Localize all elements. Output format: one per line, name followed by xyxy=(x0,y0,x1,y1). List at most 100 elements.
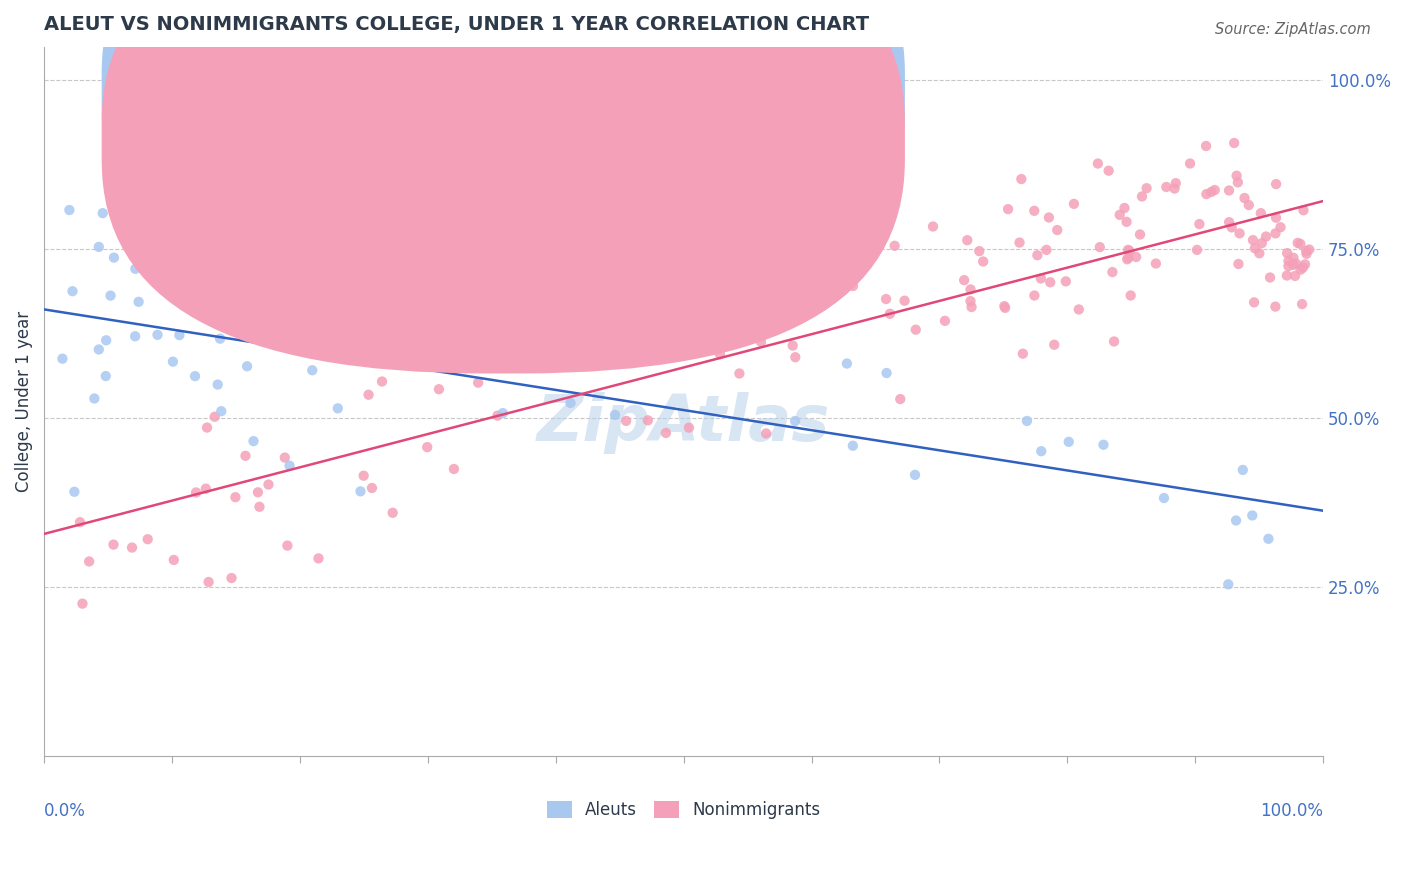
Point xyxy=(1204,183,1226,197)
Legend: Aleuts, Nonimmigrants: Aleuts, Nonimmigrants xyxy=(540,795,827,826)
Text: N =  58: N = 58 xyxy=(709,83,776,101)
Point xyxy=(1284,268,1306,283)
Point xyxy=(893,293,915,308)
Point xyxy=(381,506,404,520)
Point xyxy=(1144,256,1167,270)
Point xyxy=(502,332,524,346)
Point xyxy=(87,343,110,357)
Point xyxy=(1195,139,1218,153)
Point xyxy=(121,541,143,555)
Point xyxy=(207,307,229,321)
Point xyxy=(1218,577,1240,591)
Point xyxy=(664,348,686,362)
Point xyxy=(1249,246,1271,260)
Point xyxy=(1295,247,1317,261)
Point xyxy=(87,240,110,254)
Point xyxy=(560,396,582,410)
Point xyxy=(883,239,905,253)
Point xyxy=(276,539,298,553)
Point xyxy=(1218,215,1240,229)
Point xyxy=(1265,177,1288,191)
Point xyxy=(1101,265,1123,279)
Point xyxy=(1289,262,1312,277)
Point xyxy=(224,490,246,504)
Point xyxy=(1229,227,1251,241)
Point xyxy=(274,450,297,465)
Point xyxy=(1218,184,1240,198)
Point xyxy=(423,355,446,369)
Point xyxy=(1241,233,1264,247)
Point xyxy=(1136,181,1159,195)
Point xyxy=(492,406,515,420)
Point xyxy=(96,334,118,348)
Point xyxy=(1116,243,1139,257)
Point xyxy=(103,251,125,265)
Point xyxy=(1277,259,1299,273)
Point xyxy=(1129,227,1152,242)
Point xyxy=(1178,156,1201,170)
Point xyxy=(103,538,125,552)
Point xyxy=(246,485,269,500)
Point xyxy=(875,292,897,306)
Point xyxy=(702,331,724,345)
Point xyxy=(934,314,956,328)
Point xyxy=(904,323,927,337)
Point xyxy=(305,337,328,351)
FancyBboxPatch shape xyxy=(467,57,837,168)
Point xyxy=(997,202,1019,216)
Point xyxy=(427,382,450,396)
Point xyxy=(1043,337,1066,351)
Point xyxy=(1163,181,1185,195)
Point xyxy=(278,458,301,473)
Point xyxy=(353,468,375,483)
Point xyxy=(1225,513,1247,527)
FancyBboxPatch shape xyxy=(101,0,905,324)
Point xyxy=(1275,268,1298,283)
Point xyxy=(361,481,384,495)
Point xyxy=(876,366,898,380)
Point xyxy=(472,344,495,359)
Point xyxy=(1008,235,1031,250)
Point xyxy=(959,294,981,309)
Point xyxy=(709,347,731,361)
Point xyxy=(269,268,291,283)
Point xyxy=(441,340,464,354)
Point xyxy=(1024,288,1046,302)
Point xyxy=(1046,223,1069,237)
Point xyxy=(221,571,243,585)
Point xyxy=(1294,257,1316,271)
Point xyxy=(1227,257,1250,271)
Point xyxy=(1244,241,1267,255)
Point xyxy=(1185,243,1208,257)
Point xyxy=(969,244,991,259)
Point xyxy=(1188,217,1211,231)
Point xyxy=(1257,532,1279,546)
Point xyxy=(1164,176,1187,190)
Point xyxy=(960,300,983,314)
Text: ALEUT VS NONIMMIGRANTS COLLEGE, UNDER 1 YEAR CORRELATION CHART: ALEUT VS NONIMMIGRANTS COLLEGE, UNDER 1 … xyxy=(44,15,869,34)
Point xyxy=(1195,187,1218,202)
Point xyxy=(326,401,349,416)
Point xyxy=(301,287,323,301)
Point xyxy=(1098,163,1121,178)
Point xyxy=(1241,508,1264,523)
Point xyxy=(904,467,927,482)
Text: R = -0.543: R = -0.543 xyxy=(534,83,627,101)
Point xyxy=(1035,243,1057,257)
Point xyxy=(1291,297,1313,311)
Point xyxy=(51,351,73,366)
Point xyxy=(146,327,169,342)
Y-axis label: College, Under 1 year: College, Under 1 year xyxy=(15,311,32,492)
Point xyxy=(994,301,1017,315)
Point xyxy=(1201,185,1223,199)
Point xyxy=(359,252,381,266)
Point xyxy=(486,409,509,423)
Point xyxy=(959,282,981,296)
FancyBboxPatch shape xyxy=(101,0,905,374)
Point xyxy=(195,420,218,434)
Point xyxy=(256,268,278,283)
Point xyxy=(197,574,219,589)
Point xyxy=(209,332,232,346)
Point xyxy=(1226,175,1249,189)
Point xyxy=(655,425,678,440)
